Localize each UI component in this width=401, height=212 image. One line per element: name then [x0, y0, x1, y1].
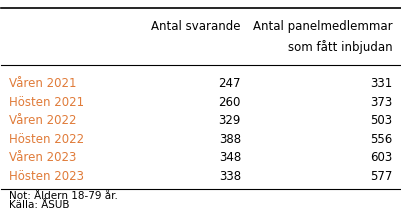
Text: 556: 556	[369, 133, 392, 146]
Text: 373: 373	[369, 96, 392, 109]
Text: Våren 2021: Våren 2021	[9, 77, 77, 90]
Text: Antal svarande: Antal svarande	[151, 20, 240, 33]
Text: 348: 348	[218, 151, 240, 164]
Text: 503: 503	[370, 114, 392, 127]
Text: Hösten 2021: Hösten 2021	[9, 96, 84, 109]
Text: Våren 2023: Våren 2023	[9, 151, 77, 164]
Text: 338: 338	[218, 170, 240, 183]
Text: Hösten 2022: Hösten 2022	[9, 133, 84, 146]
Text: 331: 331	[369, 77, 392, 90]
Text: 388: 388	[218, 133, 240, 146]
Text: som fått inbjudan: som fått inbjudan	[287, 40, 392, 54]
Text: 260: 260	[218, 96, 240, 109]
Text: 603: 603	[369, 151, 392, 164]
Text: 247: 247	[218, 77, 240, 90]
Text: Hösten 2023: Hösten 2023	[9, 170, 84, 183]
Text: 329: 329	[218, 114, 240, 127]
Text: Källa: ÅSUB: Källa: ÅSUB	[9, 200, 70, 210]
Text: 577: 577	[369, 170, 392, 183]
Text: Antal panelmedlemmar: Antal panelmedlemmar	[252, 20, 392, 33]
Text: Våren 2022: Våren 2022	[9, 114, 77, 127]
Text: Not: Åldern 18-79 år.: Not: Åldern 18-79 år.	[9, 191, 118, 201]
